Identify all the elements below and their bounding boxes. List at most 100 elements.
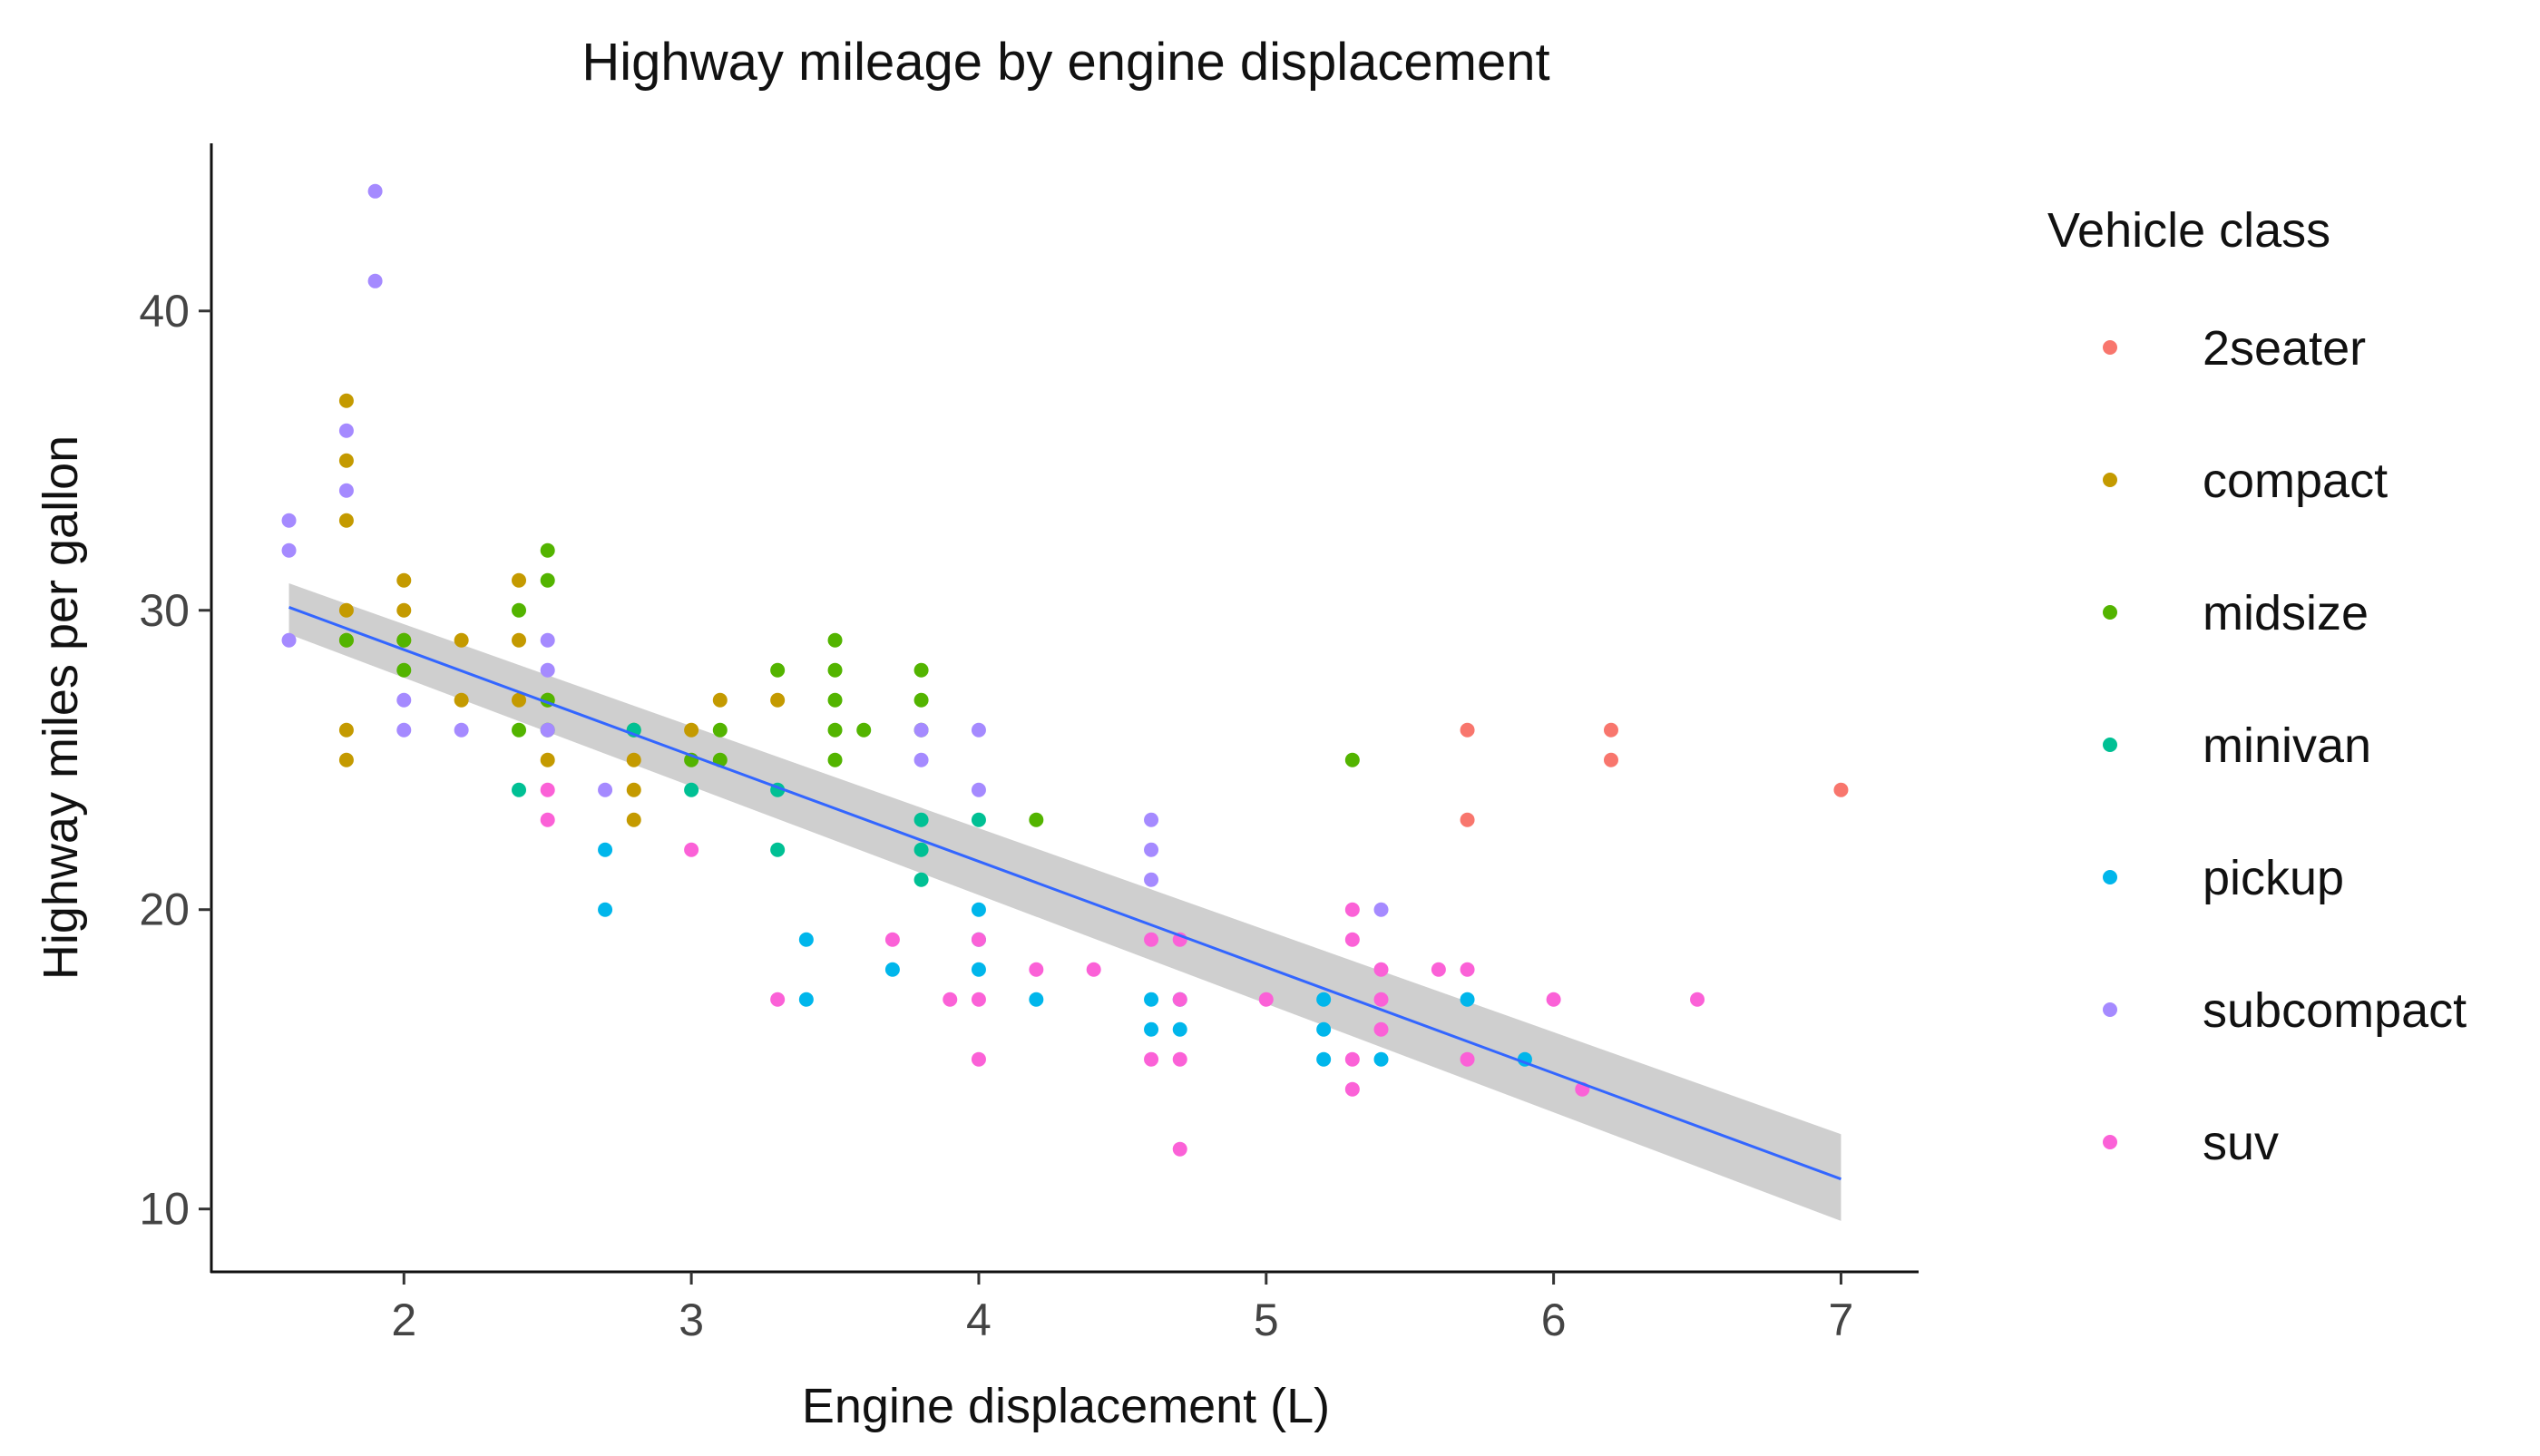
data-point <box>540 752 555 767</box>
data-point <box>971 902 986 917</box>
legend-label: subcompact <box>2203 983 2467 1038</box>
legend-item-compact: compact <box>2103 454 2388 508</box>
data-point <box>1603 722 1618 738</box>
chart-title: Highway mileage by engine displacement <box>581 33 1549 92</box>
series-subcompact <box>281 183 1389 917</box>
legend-label: 2seater <box>2203 321 2366 376</box>
data-point <box>684 842 699 857</box>
data-point <box>684 722 699 738</box>
data-point <box>512 692 527 708</box>
points-layer <box>281 183 1849 1157</box>
legend-key <box>2103 738 2117 752</box>
legend-key <box>2103 605 2117 620</box>
legend-key <box>2103 870 2117 884</box>
x-tick-label: 4 <box>966 1295 992 1345</box>
data-point <box>971 1051 986 1067</box>
data-point <box>1172 1141 1187 1157</box>
data-point <box>1144 932 1159 947</box>
data-point <box>971 812 986 827</box>
data-point <box>1373 1051 1389 1067</box>
data-point <box>971 962 986 977</box>
data-point <box>540 542 555 558</box>
series-2seater <box>1460 722 1849 827</box>
data-point <box>1144 1021 1159 1037</box>
legend-label: suv <box>2203 1116 2279 1170</box>
data-point <box>1144 812 1159 827</box>
legend-label: minivan <box>2203 718 2371 773</box>
y-tick-label: 40 <box>139 286 190 337</box>
legend: Vehicle class 2seater compact midsize miniv… <box>2047 203 2467 1170</box>
data-point <box>943 992 958 1007</box>
data-point <box>281 632 297 648</box>
data-point <box>971 782 986 797</box>
data-point <box>827 662 843 678</box>
legend-key <box>2103 1135 2117 1149</box>
legend-label: compact <box>2203 454 2388 508</box>
data-point <box>512 632 527 648</box>
data-point <box>540 662 555 678</box>
data-point <box>1172 1021 1187 1037</box>
data-point <box>1316 1051 1332 1067</box>
data-point <box>684 782 699 797</box>
axes <box>210 143 1919 1274</box>
legend-title: Vehicle class <box>2047 203 2330 258</box>
data-point <box>367 183 383 199</box>
legend-item-midsize: midsize <box>2103 586 2369 640</box>
data-point <box>281 513 297 528</box>
data-point <box>770 692 786 708</box>
x-tick-label: 7 <box>1829 1295 1854 1345</box>
data-point <box>770 992 786 1007</box>
legend-key <box>2103 1002 2117 1017</box>
legend-key <box>2103 473 2117 487</box>
y-tick-label: 10 <box>139 1184 190 1235</box>
series-minivan <box>512 722 986 887</box>
data-point <box>1316 992 1332 1007</box>
data-point <box>827 632 843 648</box>
data-point <box>1144 1051 1159 1067</box>
data-point <box>512 782 527 797</box>
data-point <box>913 842 929 857</box>
data-point <box>1603 752 1618 767</box>
data-point <box>712 722 728 738</box>
data-point <box>712 692 728 708</box>
data-point <box>598 902 613 917</box>
trend-line <box>288 606 1842 1181</box>
data-point <box>1029 992 1044 1007</box>
data-point <box>913 812 929 827</box>
data-point <box>396 692 412 708</box>
legend-item-pickup: pickup <box>2103 851 2344 905</box>
legend-item-2seater: 2seater <box>2103 321 2366 376</box>
data-point <box>1460 812 1475 827</box>
data-point <box>396 662 412 678</box>
data-point <box>1172 992 1187 1007</box>
data-point <box>281 542 297 558</box>
data-point <box>1373 992 1389 1007</box>
legend-items: 2seater compact midsize minivan pickup subcom… <box>2103 321 2467 1170</box>
data-point <box>827 722 843 738</box>
data-point <box>856 722 872 738</box>
data-point <box>540 812 555 827</box>
y-axis-title: Highway miles per gallon <box>34 435 88 980</box>
data-point <box>1460 962 1475 977</box>
data-point <box>913 662 929 678</box>
data-point <box>454 632 469 648</box>
data-point <box>512 572 527 588</box>
data-point <box>338 602 354 618</box>
data-point <box>1344 752 1360 767</box>
x-tick-label: 6 <box>1541 1295 1567 1345</box>
data-point <box>1344 1051 1360 1067</box>
ticks-layer: 2 3 4 5 6 7 10 20 30 40 <box>139 286 1853 1345</box>
data-point <box>1373 962 1389 977</box>
trend-line-layer <box>288 606 1842 1181</box>
data-point <box>338 513 354 528</box>
data-point <box>338 722 354 738</box>
data-point <box>913 692 929 708</box>
data-point <box>626 812 641 827</box>
legend-item-suv: suv <box>2103 1116 2279 1170</box>
data-point <box>798 992 814 1007</box>
data-point <box>798 932 814 947</box>
data-point <box>454 692 469 708</box>
data-point <box>884 932 900 947</box>
data-point <box>913 752 929 767</box>
